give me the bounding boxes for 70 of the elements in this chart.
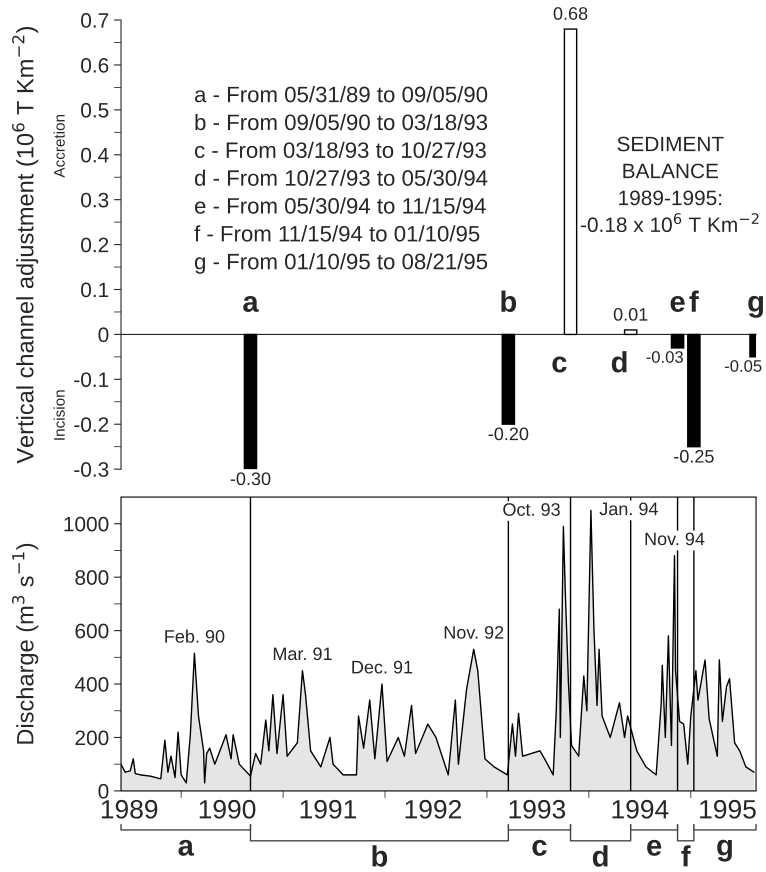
annotation: Dec. 91 — [352, 660, 412, 674]
text: Incision — [54, 390, 65, 440]
annotation: Feb. 90 — [165, 630, 224, 643]
y-tick-label: 1000 — [64, 516, 108, 532]
annotation: b — [501, 290, 516, 312]
text: b — [372, 845, 388, 867]
text: f — [681, 845, 691, 866]
annotation: c - From 03/18/93 to 10/27/93 — [195, 142, 486, 158]
y-tick-label: 600 — [76, 624, 108, 638]
data-label: -0.25 — [674, 450, 714, 463]
y-tick-label: -0.1 — [74, 372, 108, 388]
y-tick-label: 0.1 — [81, 282, 108, 298]
x-tick-label: 1995 — [700, 800, 756, 819]
annotation: SEDIMENT BALANCE 1989-1995: -0.18 x 10$^{6}$ T Km$^{−2}$ — [580, 136, 758, 232]
x-tick-label: 1994 — [612, 800, 668, 819]
x-tick-label: 1989 — [102, 800, 158, 819]
text: e — [647, 840, 662, 856]
data-label: -0.05 — [724, 360, 762, 372]
text: g — [717, 840, 732, 862]
y-tick-label: 0.6 — [81, 58, 108, 73]
data-label: 0.68 — [554, 7, 588, 20]
y-tick-label: -0.3 — [74, 462, 108, 477]
y-tick-label: 0.7 — [81, 13, 108, 28]
x-tick-label: 1992 — [406, 800, 461, 819]
annotation: a — [243, 296, 259, 312]
data-label: -0.03 — [646, 351, 683, 363]
annotation: e — [670, 296, 685, 312]
y-tick-label: 0.3 — [81, 192, 108, 208]
annotation: g - From 01/10/95 to 08/21/95 — [194, 253, 488, 274]
y-tick-label: 0 — [98, 327, 108, 342]
x-tick-label: 1990 — [200, 800, 256, 819]
y-axis-title: Vertical channel adjustment (10$^{6}$ T Km$^{−2}$) — [12, 26, 38, 464]
text: Accretion — [54, 114, 65, 178]
bar — [564, 28, 578, 336]
y-tick-label: 400 — [74, 677, 108, 692]
y-tick-label: 0.4 — [81, 148, 109, 163]
bar — [624, 329, 638, 336]
text: d — [592, 845, 608, 867]
annotation: c — [552, 356, 567, 373]
y-tick-label: 0.5 — [81, 102, 108, 118]
annotation: f - From 11/15/94 to 01/10/95 — [194, 225, 480, 242]
bar — [244, 334, 258, 470]
annotation: f — [690, 290, 699, 312]
annotation: Nov. 92 — [444, 626, 504, 639]
annotation: d - From 10/27/93 to 05/30/94 — [194, 170, 488, 186]
x-tick-label: 1991 — [300, 800, 356, 819]
x-tick-label: 1993 — [510, 800, 566, 819]
y-axis-title: Discharge (m$^{3}$ s$^{−1}$) — [12, 544, 38, 744]
annotation: g — [748, 296, 763, 318]
annotation: Jan. 94 — [600, 502, 658, 516]
annotation: Nov. 94 — [646, 532, 704, 546]
bar — [502, 334, 516, 425]
y-tick-label: 200 — [76, 730, 108, 746]
annotation: e - From 05/30/94 to 11/15/94 — [195, 197, 486, 214]
annotation: d — [612, 351, 627, 373]
text: a — [178, 840, 194, 856]
y-tick-label: 800 — [75, 570, 108, 585]
y-tick-label: 0 — [98, 784, 108, 799]
data-label: -0.20 — [488, 427, 528, 440]
y-tick-label: -0.2 — [74, 417, 108, 432]
data-label: -0.30 — [230, 472, 270, 486]
y-tick-label: 0.2 — [81, 238, 108, 252]
annotation: Oct. 93 — [503, 503, 560, 516]
annotation: b - From 09/05/90 to 03/18/93 — [195, 114, 488, 130]
data-label: 0.01 — [614, 308, 648, 321]
bar — [670, 334, 684, 349]
annotation: a - From 05/31/89 to 09/05/90 — [195, 86, 488, 102]
text: c — [532, 840, 547, 856]
annotation: Mar. 91 — [274, 647, 332, 660]
bar — [687, 334, 701, 448]
